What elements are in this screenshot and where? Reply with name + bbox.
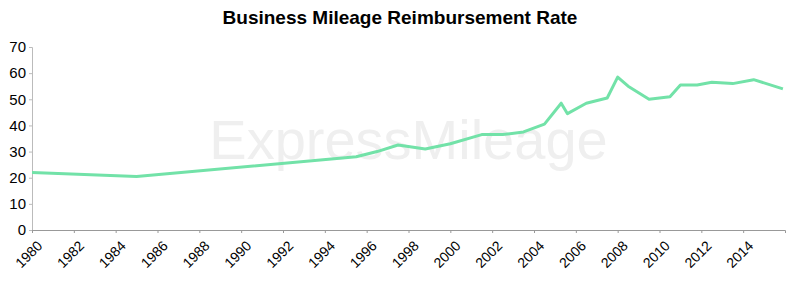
y-tick-label: 10 — [9, 195, 26, 212]
x-tick-label: 2008 — [598, 237, 631, 270]
chart: Business Mileage Reimbursement Rate Expre… — [0, 0, 800, 283]
x-tick-label: 2012 — [681, 237, 714, 270]
x-tick: 1984 — [96, 230, 129, 271]
y-tick-mark — [29, 230, 32, 231]
y-tick: 30 — [9, 143, 32, 160]
y-tick: 20 — [9, 169, 32, 186]
x-tick: 2002 — [472, 230, 505, 271]
plot: ExpressMileage01020304050607019801982198… — [9, 38, 785, 271]
y-tick: 0 — [18, 221, 32, 238]
x-tick: 2010 — [639, 230, 672, 271]
x-tick: 1980 — [12, 230, 45, 271]
x-tick-mark — [116, 230, 117, 233]
y-tick: 50 — [9, 91, 32, 108]
x-tick-mark — [199, 230, 200, 233]
x-axis: 1980 1982 19841986 1988 1990 1992 1994 19961998… — [12, 230, 786, 271]
y-tick-mark — [29, 125, 32, 126]
x-tick-mark — [241, 230, 242, 233]
x-tick-label: 1994 — [305, 237, 338, 270]
x-tick-mark — [450, 230, 451, 233]
x-tick-mark — [660, 230, 661, 233]
watermark: ExpressMileage — [209, 108, 607, 171]
x-tick-label: 2006 — [556, 237, 589, 270]
y-tick-label: 70 — [9, 38, 26, 55]
x-tick-label: 1988 — [179, 237, 212, 270]
x-tick: 1994 — [305, 230, 338, 271]
x-tick-mark — [743, 230, 744, 233]
x-tick: 1996 — [347, 230, 380, 271]
y-tick-label: 20 — [9, 169, 26, 186]
x-tick-mark — [534, 230, 535, 233]
x-tick: 2000 — [430, 230, 463, 271]
x-tick-mark — [701, 230, 702, 233]
x-tick-label: 1980 — [12, 237, 45, 270]
y-tick-mark — [29, 73, 32, 74]
x-tick: 2004 — [514, 230, 547, 271]
y-tick: 40 — [9, 117, 32, 134]
x-tick: 1998 — [388, 230, 421, 271]
x-tick-label: 2000 — [430, 237, 463, 270]
y-axis: 0 10 20 30 40 50 60 70 — [9, 38, 32, 238]
x-tick: 2012 — [681, 230, 714, 271]
x-tick-label: 1992 — [263, 237, 296, 270]
x-tick: 1988 — [179, 230, 212, 271]
x-tick: 1986 — [137, 230, 170, 271]
chart-title: Business Mileage Reimbursement Rate — [223, 7, 578, 28]
x-tick-mark — [158, 230, 159, 233]
x-tick-label: 1996 — [347, 237, 380, 270]
y-tick-mark — [29, 204, 32, 205]
x-tick-mark — [74, 230, 75, 233]
x-tick: 1990 — [221, 230, 254, 271]
y-tick-label: 0 — [18, 221, 26, 238]
y-tick: 70 — [9, 38, 32, 55]
x-tick: 2014 — [723, 230, 756, 271]
y-tick-mark — [29, 47, 32, 48]
x-tick-label: 2014 — [723, 237, 756, 270]
x-tick-label: 2002 — [472, 237, 505, 270]
x-tick-label: 2004 — [514, 237, 547, 270]
y-axis-line — [29, 48, 33, 231]
x-tick-mark — [492, 230, 493, 233]
y-tick-mark — [29, 99, 32, 100]
y-tick-mark — [29, 152, 32, 153]
y-tick-label: 60 — [9, 64, 26, 81]
x-tick-label: 1984 — [96, 237, 129, 270]
x-tick-label: 1982 — [54, 237, 87, 270]
x-tick-label: 1986 — [137, 237, 170, 270]
x-tick: 2006 — [556, 230, 589, 271]
y-tick-label: 40 — [9, 117, 26, 134]
x-tick-mark — [283, 230, 284, 233]
x-tick-label: 1998 — [388, 237, 421, 270]
x-tick-mark — [576, 230, 577, 233]
x-tick-label: 2010 — [639, 237, 672, 270]
series — [32, 77, 783, 176]
y-tick-mark — [29, 178, 32, 179]
y-tick: 10 — [9, 195, 32, 212]
x-tick-mark — [32, 230, 33, 233]
x-tick: 1992 — [263, 230, 296, 271]
y-tick-label: 50 — [9, 91, 26, 108]
y-tick: 60 — [9, 64, 32, 81]
x-tick-label: 1990 — [221, 237, 254, 270]
data-line — [32, 77, 783, 176]
x-tick-mark — [409, 230, 410, 233]
y-tick-label: 30 — [9, 143, 26, 160]
x-tick: 1982 — [54, 230, 87, 271]
x-tick-mark — [325, 230, 326, 233]
x-tick-mark — [618, 230, 619, 233]
x-axis-line — [33, 231, 786, 234]
x-tick: 2008 — [598, 230, 631, 271]
x-tick-mark — [367, 230, 368, 233]
